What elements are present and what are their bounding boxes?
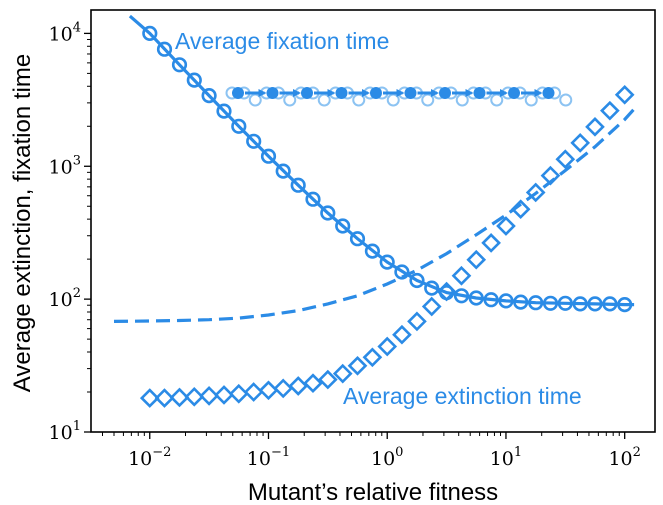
point-extinction-23 — [481, 233, 501, 253]
point-extinction-20 — [436, 281, 457, 302]
series-extinction-time-theory — [113, 107, 636, 323]
point-fixation-5 — [216, 103, 232, 119]
y-axis-label: Average extinction, fixation time — [9, 54, 36, 392]
point-extinction-15 — [362, 347, 383, 368]
x-axis: 10−2 10−1 100 101 102 — [102, 432, 641, 470]
point-fixation-1 — [156, 41, 173, 57]
inset-filled-node — [335, 87, 348, 99]
point-fixation-0 — [142, 25, 158, 42]
point-fixation-9 — [275, 163, 291, 179]
point-fixation-13 — [335, 218, 351, 234]
y-tick-label: 104 — [49, 20, 81, 45]
series-layer — [113, 14, 636, 408]
point-fixation-10 — [290, 177, 306, 193]
point-extinction-7 — [243, 382, 264, 402]
series-fixation-time-theory — [128, 14, 635, 307]
inset-filled-node — [542, 87, 555, 99]
point-fixation-14 — [349, 231, 366, 247]
inset-filled-node — [370, 87, 382, 99]
annotation-extinction-time: Average extinction time — [343, 383, 582, 409]
x-tick-label: 10−1 — [247, 445, 290, 470]
point-fixation-2 — [171, 57, 188, 73]
plot-area — [113, 14, 636, 408]
inset-filled-node — [508, 87, 520, 99]
y-axis: 101 102 103 104 — [49, 20, 91, 444]
point-extinction-11 — [303, 373, 323, 394]
point-extinction-2 — [169, 387, 190, 408]
point-extinction-26 — [525, 182, 546, 203]
point-extinction-6 — [228, 383, 249, 404]
point-extinction-22 — [466, 249, 487, 270]
point-fixation-16 — [379, 254, 395, 270]
point-extinction-5 — [214, 385, 234, 405]
x-tick-label: 100 — [371, 445, 403, 470]
point-extinction-12 — [317, 369, 338, 390]
point-extinction-16 — [377, 336, 398, 357]
inset-open-node — [559, 93, 573, 107]
annotation-fixation-time: Average fixation time — [175, 28, 389, 54]
point-fixation-18 — [409, 272, 425, 289]
point-extinction-24 — [496, 216, 516, 236]
point-extinction-14 — [347, 355, 368, 376]
point-extinction-32 — [614, 84, 635, 105]
point-fixation-17 — [394, 264, 410, 280]
point-extinction-13 — [332, 363, 353, 384]
point-extinction-21 — [451, 265, 472, 286]
x-tick-label: 10−2 — [128, 445, 171, 470]
point-fixation-8 — [260, 148, 277, 164]
point-fixation-11 — [305, 191, 321, 207]
point-fixation-4 — [201, 87, 217, 104]
inset-filled-node — [301, 87, 313, 99]
y-tick-label: 103 — [49, 153, 81, 178]
point-extinction-0 — [139, 388, 160, 408]
x-tick-label: 102 — [608, 445, 640, 470]
inset-filled-node — [232, 87, 244, 99]
inset-chain-diagram — [225, 86, 573, 107]
point-extinction-17 — [392, 324, 412, 345]
inset-filled-node — [439, 87, 451, 99]
plot-frame — [90, 9, 656, 433]
point-extinction-28 — [555, 149, 576, 170]
point-extinction-1 — [154, 388, 175, 408]
point-extinction-8 — [258, 380, 279, 401]
point-fixation-15 — [364, 243, 381, 259]
point-extinction-3 — [184, 386, 205, 407]
point-fixation-6 — [231, 118, 247, 134]
point-extinction-31 — [600, 100, 620, 121]
point-fixation-12 — [320, 205, 336, 221]
point-extinction-19 — [421, 296, 442, 317]
point-extinction-4 — [199, 386, 219, 406]
point-extinction-29 — [570, 133, 591, 153]
x-axis-label: Mutant’s relative fitness — [248, 479, 498, 505]
y-tick-label: 101 — [49, 419, 81, 444]
y-tick-label: 102 — [49, 286, 81, 311]
inset-filled-node — [266, 87, 279, 99]
inset-filled-node — [404, 87, 417, 99]
point-extinction-9 — [273, 378, 294, 399]
x-tick-label: 101 — [490, 445, 522, 470]
inset-filled-node — [473, 87, 486, 99]
point-fixation-3 — [186, 72, 202, 88]
point-fixation-7 — [246, 133, 262, 149]
point-extinction-18 — [407, 311, 427, 332]
point-extinction-30 — [585, 117, 605, 137]
